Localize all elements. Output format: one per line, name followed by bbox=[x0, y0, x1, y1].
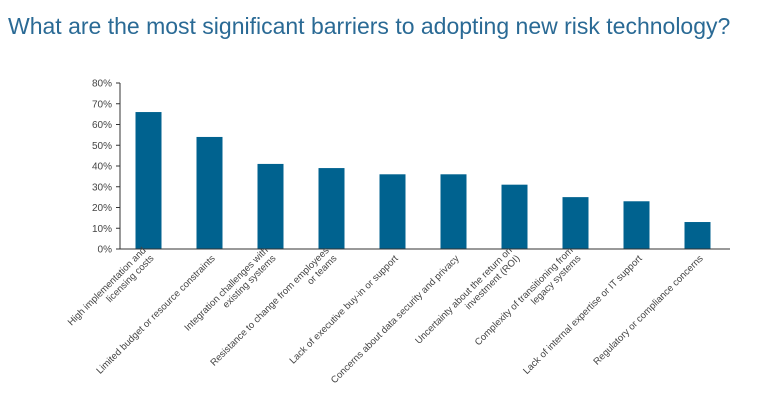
y-tick-label: 20% bbox=[92, 203, 112, 214]
category-label: Regulatory or compliance concerns bbox=[592, 253, 706, 367]
bars bbox=[135, 112, 711, 249]
y-tick-label: 70% bbox=[92, 99, 112, 110]
chart-title: What are the most significant barriers t… bbox=[8, 13, 731, 39]
y-tick-label: 30% bbox=[92, 182, 112, 193]
category-label: Lack of internal expertise or IT support bbox=[521, 253, 645, 377]
y-tick-label: 80% bbox=[92, 79, 112, 90]
y-tick-label: 60% bbox=[92, 120, 112, 131]
bar bbox=[440, 174, 467, 249]
bar bbox=[623, 201, 650, 249]
bar bbox=[257, 163, 284, 249]
y-tick-label: 40% bbox=[92, 162, 112, 173]
category-label: Integration challenges withexisting syst… bbox=[183, 245, 279, 341]
bar bbox=[379, 174, 406, 249]
y-tick-label: 0% bbox=[98, 245, 113, 256]
bar bbox=[684, 222, 711, 249]
y-axis: 0% 10% 20% 30% 40% 50% 60% 70% 80% bbox=[92, 79, 121, 256]
bar bbox=[135, 112, 162, 249]
bar bbox=[196, 136, 223, 249]
bar bbox=[562, 197, 589, 249]
bar bbox=[501, 184, 528, 249]
category-labels: High implementation andlicensing costsLi… bbox=[66, 245, 706, 386]
category-label: Uncertainty about the return oninvestmen… bbox=[413, 245, 522, 354]
y-tick-label: 50% bbox=[92, 141, 112, 152]
y-tick-label: 10% bbox=[92, 224, 112, 235]
bar bbox=[318, 168, 345, 249]
